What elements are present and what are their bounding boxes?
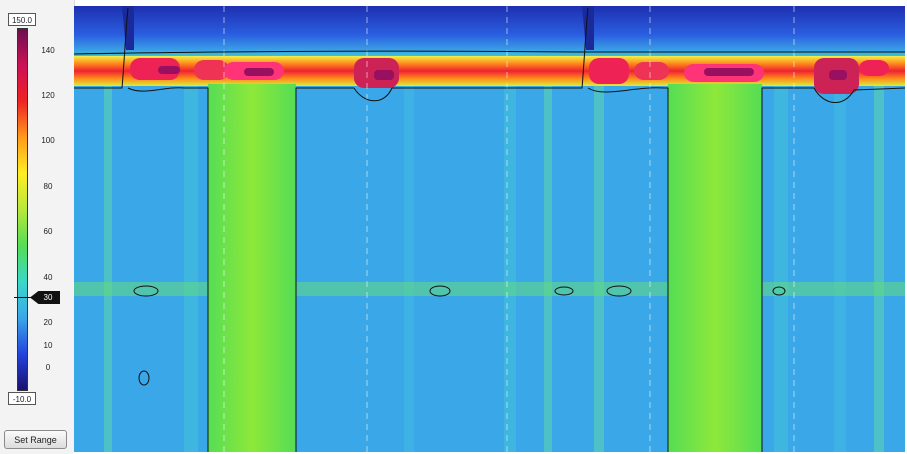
plot-bottom-edge xyxy=(74,452,905,454)
isocontour-line xyxy=(74,50,905,55)
high-pressure-blob xyxy=(859,60,889,76)
isocontour-loop xyxy=(772,286,786,296)
isocontour-loop xyxy=(133,285,159,297)
heatmap-streak xyxy=(504,86,516,454)
isocontour-loop xyxy=(138,370,150,386)
isocontour-loop xyxy=(554,286,574,296)
heatmap-streak xyxy=(544,86,552,454)
event-onset xyxy=(582,6,594,50)
colorbar-tick-label: 100 xyxy=(41,136,55,146)
high-pressure-blob xyxy=(130,58,180,80)
colorbar-tick-label: 20 xyxy=(43,317,53,327)
colorbar-tick-label: 80 xyxy=(43,181,53,191)
peak-blob xyxy=(244,68,274,76)
high-pressure-blob xyxy=(634,62,669,80)
heatmap-streak xyxy=(404,86,414,454)
isocontour-loop xyxy=(429,285,451,297)
isocontour-line xyxy=(74,7,905,454)
peak-blob xyxy=(374,70,394,80)
range-max-field[interactable]: 150.0 xyxy=(8,13,36,26)
high-pressure-blob xyxy=(194,60,229,80)
isocontour-loop xyxy=(606,285,632,297)
peak-blob xyxy=(158,66,180,74)
colorbar-tick-label: 60 xyxy=(43,227,53,237)
pressure-topography-plot xyxy=(74,6,905,454)
heatmap-streak xyxy=(594,86,604,454)
colorbar-tick-label: 140 xyxy=(41,45,55,55)
heatmap-streak xyxy=(874,86,884,454)
colorbar-panel: 150.0 140 120 100 80 60 40 20 10 0 30 -10.0 Set … xyxy=(0,0,75,454)
colorbar-tick-label: 40 xyxy=(43,272,53,282)
high-pressure-blob xyxy=(589,58,629,84)
heatmap-mid-band xyxy=(74,282,905,296)
heatmap-top-band xyxy=(74,6,905,58)
heatmap-svg xyxy=(74,6,905,454)
event-column xyxy=(668,84,762,454)
set-range-button[interactable]: Set Range xyxy=(4,430,67,449)
colorbar-tick-label: 120 xyxy=(41,91,55,101)
threshold-line xyxy=(14,297,34,298)
heatmap-streak xyxy=(834,86,846,454)
colorbar xyxy=(17,28,28,391)
event-column xyxy=(208,84,296,454)
peak-blob xyxy=(829,70,847,80)
event-onset xyxy=(122,6,134,50)
peak-blob xyxy=(704,68,754,76)
threshold-marker[interactable]: 30 xyxy=(30,291,60,304)
colorbar-tick-label: 0 xyxy=(45,363,51,373)
range-min-field[interactable]: -10.0 xyxy=(8,392,36,405)
colorbar-tick-label: 10 xyxy=(43,340,53,350)
heatmap-streak xyxy=(774,86,788,454)
heatmap-streak xyxy=(104,86,112,454)
heatmap-streak xyxy=(184,86,198,454)
